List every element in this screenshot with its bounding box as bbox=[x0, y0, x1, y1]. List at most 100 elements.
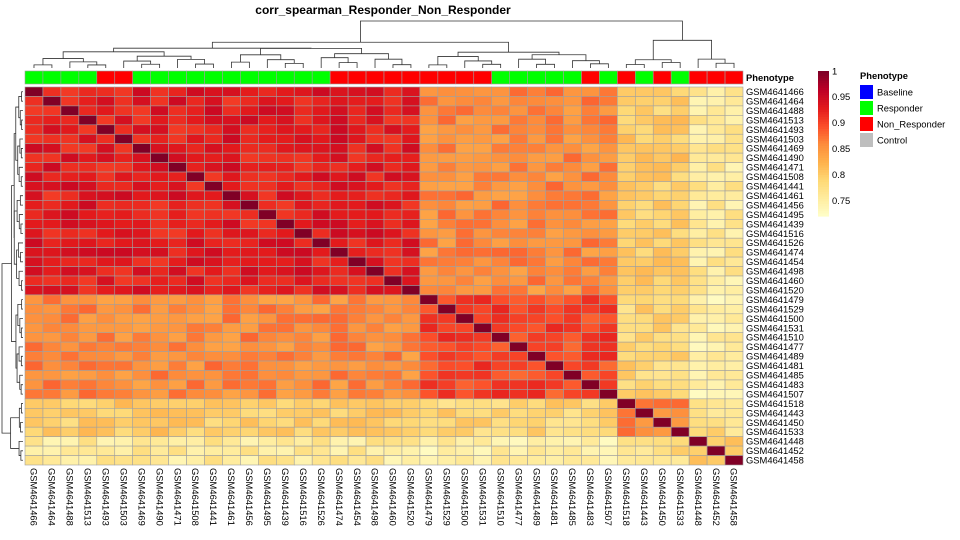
heatmap-cell bbox=[240, 124, 259, 135]
heatmap-cell bbox=[688, 133, 708, 144]
heatmap-cell bbox=[275, 360, 295, 371]
phenotype-annotation-cell bbox=[96, 70, 116, 85]
heatmap-cell bbox=[652, 360, 672, 371]
heatmap-cell bbox=[670, 162, 690, 173]
colorbar-segment bbox=[818, 191, 829, 195]
heatmap-cell bbox=[365, 455, 385, 466]
heatmap-cell bbox=[78, 294, 98, 305]
heatmap-cell bbox=[186, 152, 205, 163]
heatmap-cell bbox=[78, 389, 98, 400]
heatmap-cell bbox=[652, 379, 672, 390]
heatmap-cell bbox=[150, 445, 169, 456]
heatmap-cell bbox=[168, 237, 187, 248]
heatmap-cell bbox=[78, 426, 98, 437]
heatmap-cell bbox=[383, 228, 403, 239]
heatmap-cell bbox=[706, 417, 726, 428]
heatmap-cell bbox=[652, 96, 672, 107]
heatmap-cell bbox=[42, 304, 62, 315]
heatmap-cell bbox=[473, 266, 493, 277]
heatmap-cell bbox=[706, 285, 726, 296]
heatmap-cell bbox=[491, 171, 510, 182]
heatmap-cell bbox=[545, 341, 564, 352]
row-label: GSM4641531 bbox=[746, 322, 804, 333]
heatmap-cell bbox=[455, 455, 475, 466]
heatmap-cell bbox=[204, 341, 223, 352]
heatmap-cell bbox=[419, 162, 439, 173]
row-label: GSM4641483 bbox=[746, 379, 804, 390]
dendrogram-branch bbox=[11, 185, 16, 342]
heatmap-cell bbox=[527, 332, 546, 343]
heatmap-cell bbox=[347, 313, 367, 324]
heatmap-cell bbox=[563, 209, 582, 220]
heatmap-cell bbox=[168, 389, 187, 400]
heatmap-cell bbox=[365, 285, 385, 296]
heatmap-cell bbox=[688, 407, 708, 419]
heatmap-cell bbox=[186, 219, 205, 230]
heatmap-cell bbox=[509, 285, 528, 296]
heatmap-cell bbox=[114, 190, 134, 201]
heatmap-cell bbox=[132, 351, 151, 362]
heatmap-cell bbox=[24, 181, 44, 192]
heatmap-cell bbox=[365, 313, 385, 324]
heatmap-cell bbox=[617, 275, 636, 286]
column-label: GSM4641510 bbox=[495, 468, 506, 526]
heatmap-cell bbox=[222, 190, 241, 201]
heatmap-cell bbox=[186, 237, 205, 248]
heatmap-cell bbox=[545, 351, 564, 362]
heatmap-cell bbox=[617, 219, 636, 230]
heatmap-cell bbox=[168, 360, 187, 371]
heatmap-cell bbox=[168, 266, 187, 277]
heatmap-cell bbox=[258, 152, 277, 163]
legend-item-label: Control bbox=[877, 135, 907, 146]
heatmap-cell bbox=[473, 351, 493, 362]
heatmap-cell bbox=[132, 124, 151, 135]
heatmap-cell bbox=[96, 256, 116, 267]
heatmap-cell bbox=[60, 322, 80, 333]
heatmap-cell bbox=[437, 275, 457, 286]
heatmap-cell bbox=[437, 190, 457, 201]
heatmap-cell bbox=[491, 115, 510, 126]
heatmap-cell bbox=[96, 304, 116, 315]
heatmap-cell bbox=[706, 341, 726, 352]
heatmap-cell bbox=[132, 294, 151, 305]
heatmap-cell bbox=[42, 209, 62, 220]
heatmap-cell bbox=[204, 351, 223, 362]
heatmap-cell bbox=[329, 313, 349, 324]
heatmap-cell bbox=[473, 407, 493, 419]
heatmap-cell bbox=[240, 152, 259, 163]
heatmap-cell bbox=[114, 398, 134, 409]
heatmap-cell bbox=[24, 351, 44, 362]
phenotype-annotation-cell bbox=[114, 70, 134, 85]
heatmap-cell bbox=[509, 181, 528, 192]
phenotype-annotation-cell bbox=[527, 70, 546, 85]
heatmap-cell bbox=[168, 152, 187, 163]
heatmap-cell bbox=[437, 124, 457, 135]
heatmap-cell bbox=[240, 360, 259, 371]
heatmap-cell bbox=[401, 247, 421, 258]
heatmap-cell bbox=[455, 426, 475, 437]
heatmap-cell bbox=[114, 115, 134, 126]
heatmap-cell bbox=[455, 304, 475, 315]
heatmap-cell bbox=[437, 398, 457, 409]
heatmap-cell bbox=[114, 133, 134, 144]
heatmap-cell bbox=[186, 105, 205, 116]
heatmap-cell bbox=[706, 351, 726, 362]
heatmap-cell bbox=[473, 171, 493, 182]
heatmap-cell bbox=[473, 181, 493, 192]
heatmap-cell bbox=[437, 256, 457, 267]
heatmap-cell bbox=[617, 133, 636, 144]
heatmap-cell bbox=[311, 417, 331, 428]
heatmap-cell bbox=[634, 322, 654, 333]
heatmap-cell bbox=[275, 398, 295, 409]
heatmap-cell bbox=[168, 124, 187, 135]
heatmap-cell bbox=[563, 407, 582, 419]
heatmap-cell bbox=[293, 115, 313, 126]
colorbar-segment bbox=[818, 75, 829, 79]
heatmap-cell bbox=[258, 237, 277, 248]
heatmap-cell bbox=[168, 171, 187, 182]
column-label: GSM4641531 bbox=[477, 468, 488, 526]
heatmap-cell bbox=[706, 152, 726, 163]
colorbar-segment bbox=[818, 97, 829, 101]
row-label: GSM4641477 bbox=[746, 341, 804, 352]
heatmap-cell bbox=[114, 332, 134, 343]
